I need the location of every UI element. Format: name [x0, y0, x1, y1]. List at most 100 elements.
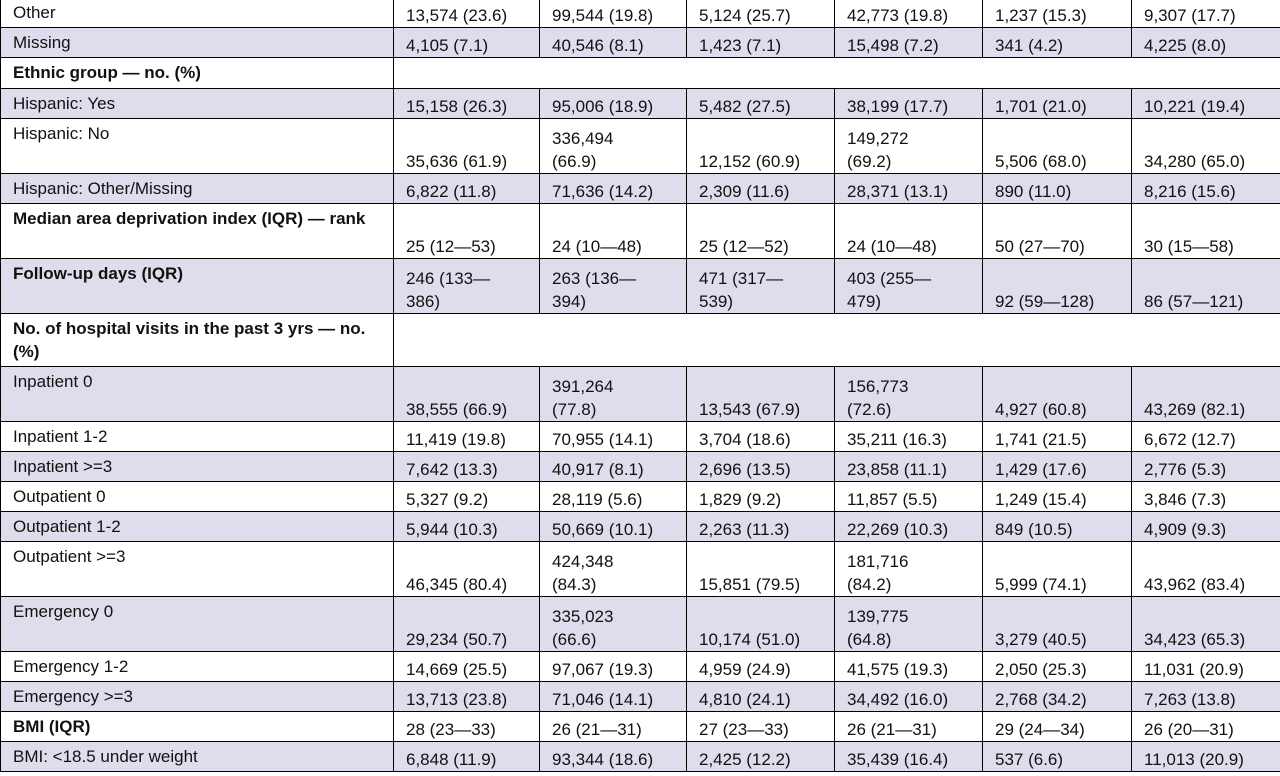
cell-text: 70,955 (14.1): [552, 430, 654, 449]
cell-text: 8,216 (15.6): [1144, 182, 1236, 201]
cell-text: 25 (12—52): [699, 237, 789, 256]
value-cell: 97,067 (19.3): [539, 651, 687, 682]
cell-text: 2,776 (5.3): [1144, 460, 1227, 479]
value-cell: 471 (317—539): [686, 258, 835, 314]
value-cell: 5,999 (74.1): [982, 541, 1132, 597]
cell-text: 24 (10—48): [847, 237, 937, 256]
table-row: Missing 4,105 (7.1) 40,546 (8.1) 1,423 (7.1…: [0, 27, 1280, 58]
cell-text: 1,423 (7.1): [699, 36, 782, 55]
value-cell: 156,773 (72.6): [834, 366, 983, 422]
value-cell: 95,006 (18.9): [539, 88, 687, 119]
value-cell: 42,773 (19.8): [834, 0, 983, 28]
value-cell: 35,439 (16.4): [834, 741, 983, 772]
value-cell: 149,272 (69.2): [834, 118, 983, 174]
value-cell: 26 (21—31): [539, 711, 687, 742]
table-row: Emergency >=3 13,713 (23.8) 71,046 (14.1) 4…: [0, 681, 1280, 712]
value-cell: 5,506 (68.0): [982, 118, 1132, 174]
cell-text: 38,199 (17.7): [847, 97, 949, 116]
value-cell: 1,429 (17.6): [982, 451, 1132, 482]
value-cell: 26 (21—31): [834, 711, 983, 742]
cell-text: 263 (136—394): [552, 269, 637, 311]
value-cell: 4,959 (24.9): [686, 651, 835, 682]
table-row: Hispanic: Yes 15,158 (26.3) 95,006 (18.9) 5…: [0, 88, 1280, 119]
cell-text: 246 (133—386): [406, 269, 491, 311]
value-cell: 34,423 (65.3): [1131, 596, 1280, 652]
value-cell: 537 (6.6): [982, 741, 1132, 772]
value-cell: 4,225 (8.0): [1131, 27, 1280, 58]
cell-text: 26 (20—31): [1144, 720, 1234, 739]
row-label: Emergency 1-2: [0, 651, 394, 682]
table-row: Median area deprivation index (IQR) — ra…: [0, 203, 1280, 259]
row-label: Ethnic group — no. (%): [0, 57, 394, 89]
value-cell: 25 (12—53): [393, 203, 540, 259]
cell-text: 13,574 (23.6): [406, 6, 508, 25]
value-cell: 28,371 (13.1): [834, 173, 983, 204]
cell-text: 2,263 (11.3): [699, 520, 790, 539]
cell-text: 28 (23—33): [406, 720, 496, 739]
cell-text: 6,822 (11.8): [406, 182, 497, 201]
cell-text: 15,158 (26.3): [406, 97, 508, 116]
cell-text: 1,429 (17.6): [995, 460, 1087, 479]
cell-text: 1,829 (9.2): [699, 490, 782, 509]
cell-text: 25 (12—53): [406, 237, 496, 256]
value-cell: 10,221 (19.4): [1131, 88, 1280, 119]
value-cell: 246 (133—386): [393, 258, 540, 314]
value-cell: 92 (59—128): [982, 258, 1132, 314]
cell-text: 3,846 (7.3): [1144, 490, 1227, 509]
value-cell: 2,768 (34.2): [982, 681, 1132, 712]
cell-text: 46,345 (80.4): [406, 575, 508, 594]
cell-text: 2,050 (25.3): [995, 660, 1087, 679]
value-cell: 263 (136—394): [539, 258, 687, 314]
table-row: BMI (IQR) 28 (23—33) 26 (21—31) 27 (23—33) 2…: [0, 711, 1280, 742]
value-cell: 29,234 (50.7): [393, 596, 540, 652]
cell-text: 35,211 (16.3): [847, 430, 947, 449]
cell-text: 5,124 (25.7): [699, 6, 791, 25]
value-cell: 9,307 (17.7): [1131, 0, 1280, 28]
value-cell: 3,279 (40.5): [982, 596, 1132, 652]
value-cell: 15,498 (7.2): [834, 27, 983, 58]
value-cell: 38,555 (66.9): [393, 366, 540, 422]
cell-text: 34,280 (65.0): [1144, 152, 1246, 171]
row-label: Outpatient >=3: [0, 541, 394, 597]
value-cell: 139,775 (64.8): [834, 596, 983, 652]
cell-text: 471 (317—539): [699, 269, 784, 311]
value-cell: 10,174 (51.0): [686, 596, 835, 652]
value-cell: 1,829 (9.2): [686, 481, 835, 512]
value-cell: 41,575 (19.3): [834, 651, 983, 682]
value-cell: 5,124 (25.7): [686, 0, 835, 28]
cell-text: 1,741 (21.5): [995, 430, 1087, 449]
cell-text: 50 (27—70): [995, 237, 1085, 256]
value-cell: 29 (24—34): [982, 711, 1132, 742]
value-cell: 50,669 (10.1): [539, 511, 687, 542]
value-cell: 43,962 (83.4): [1131, 541, 1280, 597]
cell-text: 30 (15—58): [1144, 237, 1234, 256]
cell-text: 97,067 (19.3): [552, 660, 654, 679]
cell-text: 43,962 (83.4): [1144, 575, 1246, 594]
value-cell: 71,636 (14.2): [539, 173, 687, 204]
cell-text: 9,307 (17.7): [1144, 6, 1236, 25]
cell-text: 7,263 (13.8): [1144, 690, 1236, 709]
cell-text: 5,482 (27.5): [699, 97, 791, 116]
cell-text: 2,696 (13.5): [699, 460, 791, 479]
cell-text: 35,439 (16.4): [847, 750, 949, 769]
cell-text: 71,636 (14.2): [552, 182, 654, 201]
cell-text: 10,221 (19.4): [1144, 97, 1246, 116]
cell-text: 890 (11.0): [995, 182, 1072, 201]
cell-text: 26 (21—31): [552, 720, 642, 739]
value-cell: 890 (11.0): [982, 173, 1132, 204]
value-cell: 6,848 (11.9): [393, 741, 540, 772]
value-cell: 35,211 (16.3): [834, 421, 983, 452]
cell-text: 41,575 (19.3): [847, 660, 949, 679]
cell-text: 1,237 (15.3): [995, 6, 1087, 25]
table-row: Outpatient 1-2 5,944 (10.3) 50,669 (10.1) 2…: [0, 511, 1280, 542]
value-cell: 2,050 (25.3): [982, 651, 1132, 682]
table-row: Follow-up days (IQR) 246 (133—386) 263 (13…: [0, 258, 1280, 314]
row-label: Follow-up days (IQR): [0, 258, 394, 314]
row-label: No. of hospital visits in the past 3 yrs…: [0, 313, 394, 367]
cell-text: 537 (6.6): [995, 750, 1064, 769]
value-cell: 4,909 (9.3): [1131, 511, 1280, 542]
cell-text: 1,249 (15.4): [995, 490, 1087, 509]
value-cell: 2,309 (11.6): [686, 173, 835, 204]
cell-text: 6,672 (12.7): [1144, 430, 1236, 449]
